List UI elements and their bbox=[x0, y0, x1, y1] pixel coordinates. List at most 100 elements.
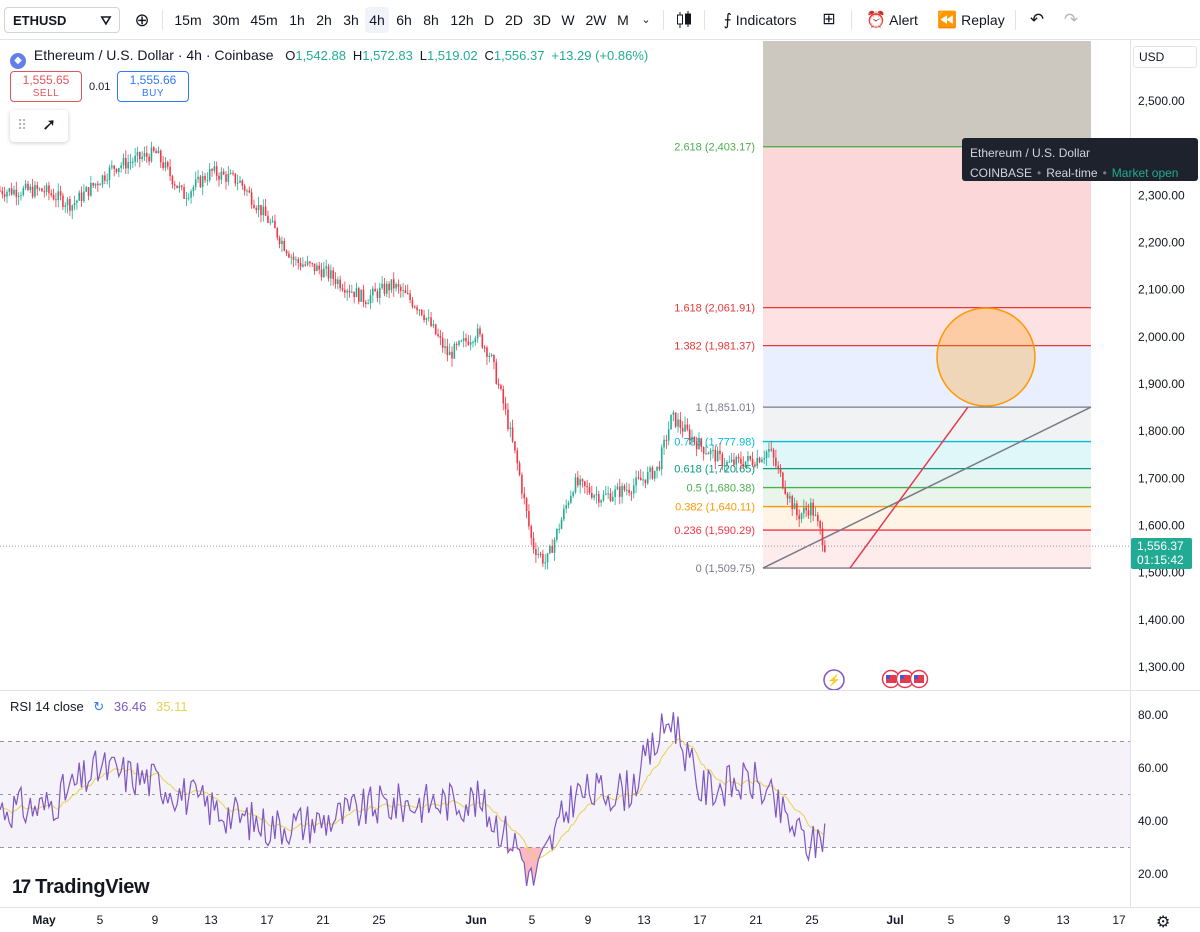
fib-zone bbox=[763, 441, 1091, 469]
candle-body bbox=[712, 449, 714, 451]
cursor-arrow-icon[interactable]: ➚ bbox=[42, 115, 57, 134]
buy-button[interactable]: 1,555.66 BUY bbox=[117, 71, 189, 102]
candle-body bbox=[609, 493, 612, 502]
candle-body bbox=[437, 334, 439, 336]
candle-body bbox=[481, 334, 484, 348]
candle-body bbox=[313, 263, 316, 272]
candle-body bbox=[730, 459, 733, 462]
indicators-button[interactable]: ⨍ Indicators bbox=[714, 7, 806, 33]
rsi-label[interactable]: RSI 14 close bbox=[10, 699, 84, 714]
candle-body bbox=[220, 171, 223, 180]
candle-body bbox=[502, 388, 505, 404]
candle-body bbox=[420, 309, 423, 315]
candle-body bbox=[635, 477, 637, 486]
candle-body bbox=[276, 228, 279, 238]
candle-body bbox=[681, 427, 684, 432]
interval-2h[interactable]: 2h bbox=[316, 12, 332, 28]
candle-body bbox=[803, 507, 805, 514]
interval-3h[interactable]: 3h bbox=[343, 12, 359, 28]
fib-zone bbox=[763, 468, 1091, 488]
candle-body bbox=[458, 340, 460, 345]
legend-close-label: C bbox=[484, 48, 494, 63]
symbol-search[interactable]: ETHUSD ⛛ bbox=[4, 7, 120, 33]
intervals-chevron-down-icon[interactable]: ⌄ bbox=[641, 14, 651, 26]
candles-chart-type-icon[interactable] bbox=[673, 7, 695, 33]
candle-body bbox=[688, 429, 691, 441]
candle-body bbox=[488, 355, 491, 357]
price-axis-label: 2,500.00 bbox=[1138, 94, 1185, 108]
currency-selector[interactable]: USD bbox=[1133, 46, 1197, 68]
rsi-line bbox=[0, 712, 826, 887]
interval-8h[interactable]: 8h bbox=[423, 12, 439, 28]
replay-button[interactable]: ⏪ Replay bbox=[935, 7, 1007, 33]
candle-body bbox=[747, 456, 749, 462]
fib-level-label: 1.382 (1,981.37) bbox=[674, 341, 755, 353]
interval-2w[interactable]: 2W bbox=[585, 12, 607, 28]
rsi-ma-value: 35.11 bbox=[156, 699, 188, 714]
candle-body bbox=[793, 503, 796, 510]
drag-handle-icon[interactable]: ⠿ bbox=[17, 117, 28, 133]
symbol-compare-icon[interactable]: ⛛ bbox=[100, 13, 112, 28]
candle-body bbox=[290, 256, 293, 258]
target-circle bbox=[936, 307, 1036, 407]
candle-body bbox=[94, 183, 97, 186]
undo-icon[interactable]: ↶ bbox=[1029, 10, 1045, 29]
interval-1h[interactable]: 1h bbox=[289, 12, 305, 28]
candle-body bbox=[395, 284, 397, 289]
layouts-grid-icon[interactable]: ⊞ bbox=[822, 11, 836, 28]
candle-body bbox=[99, 184, 101, 186]
candle-body bbox=[169, 166, 171, 177]
candle-body bbox=[55, 199, 57, 201]
candle-body bbox=[362, 289, 365, 303]
candle-body bbox=[397, 284, 400, 287]
candle-body bbox=[460, 340, 463, 342]
pane-divider[interactable] bbox=[0, 690, 1200, 691]
candle-body bbox=[814, 514, 817, 516]
add-symbol-icon[interactable]: ⊕ bbox=[134, 10, 150, 30]
candle-body bbox=[113, 165, 115, 169]
interval-3d[interactable]: 3D bbox=[533, 12, 551, 28]
time-axis-label: 13 bbox=[204, 913, 218, 927]
interval-1m[interactable]: M bbox=[617, 12, 629, 28]
candle-body bbox=[316, 265, 318, 272]
interval-6h[interactable]: 6h bbox=[396, 12, 412, 28]
candle-body bbox=[751, 459, 754, 465]
candle-body bbox=[667, 429, 670, 441]
interval-1d[interactable]: D bbox=[483, 12, 495, 28]
candle-body bbox=[644, 479, 647, 484]
sell-button[interactable]: 1,555.65 SELL bbox=[10, 71, 82, 102]
fib-zone bbox=[763, 407, 1091, 442]
alert-button[interactable]: ⏰ Alert bbox=[861, 7, 923, 33]
candle-body bbox=[248, 190, 251, 193]
fib-zone bbox=[763, 307, 1091, 346]
candle-body bbox=[684, 424, 686, 432]
candle-body bbox=[451, 351, 453, 359]
candle-body bbox=[262, 206, 265, 216]
interval-4h[interactable]: 4h bbox=[365, 7, 389, 33]
interval-15m[interactable]: 15m bbox=[174, 12, 202, 28]
interval-12h[interactable]: 12h bbox=[450, 12, 474, 28]
tradingview-logo[interactable]: 17 TradingView bbox=[12, 876, 150, 899]
price-axis-border bbox=[1130, 40, 1131, 908]
candle-body bbox=[255, 208, 258, 211]
price-axis-label: 2,200.00 bbox=[1138, 236, 1185, 250]
candle-body bbox=[73, 202, 76, 206]
interval-2d[interactable]: 2D bbox=[505, 12, 523, 28]
candle-body bbox=[236, 182, 239, 184]
legend-change: +13.29 (+0.86%) bbox=[551, 48, 649, 63]
candle-body bbox=[320, 269, 323, 278]
gear-icon[interactable]: ⚙ bbox=[1156, 914, 1171, 931]
interval-30m[interactable]: 30m bbox=[212, 12, 240, 28]
candle-body bbox=[125, 157, 127, 169]
rsi-oversold-fill bbox=[504, 847, 561, 886]
interval-45m[interactable]: 45m bbox=[250, 12, 278, 28]
symbol-legend: ◆ Ethereum / U.S. Dollar · 4h · Coinbase… bbox=[10, 47, 651, 69]
legend-title[interactable]: Ethereum / U.S. Dollar · 4h · Coinbase bbox=[33, 47, 274, 63]
candle-body bbox=[69, 199, 71, 211]
candle-body bbox=[253, 204, 255, 209]
interval-1w[interactable]: W bbox=[561, 12, 575, 28]
redo-icon[interactable]: ↷ bbox=[1063, 10, 1079, 29]
alert-label: Alert bbox=[889, 12, 918, 28]
time-axis-label: Jun bbox=[465, 913, 486, 927]
